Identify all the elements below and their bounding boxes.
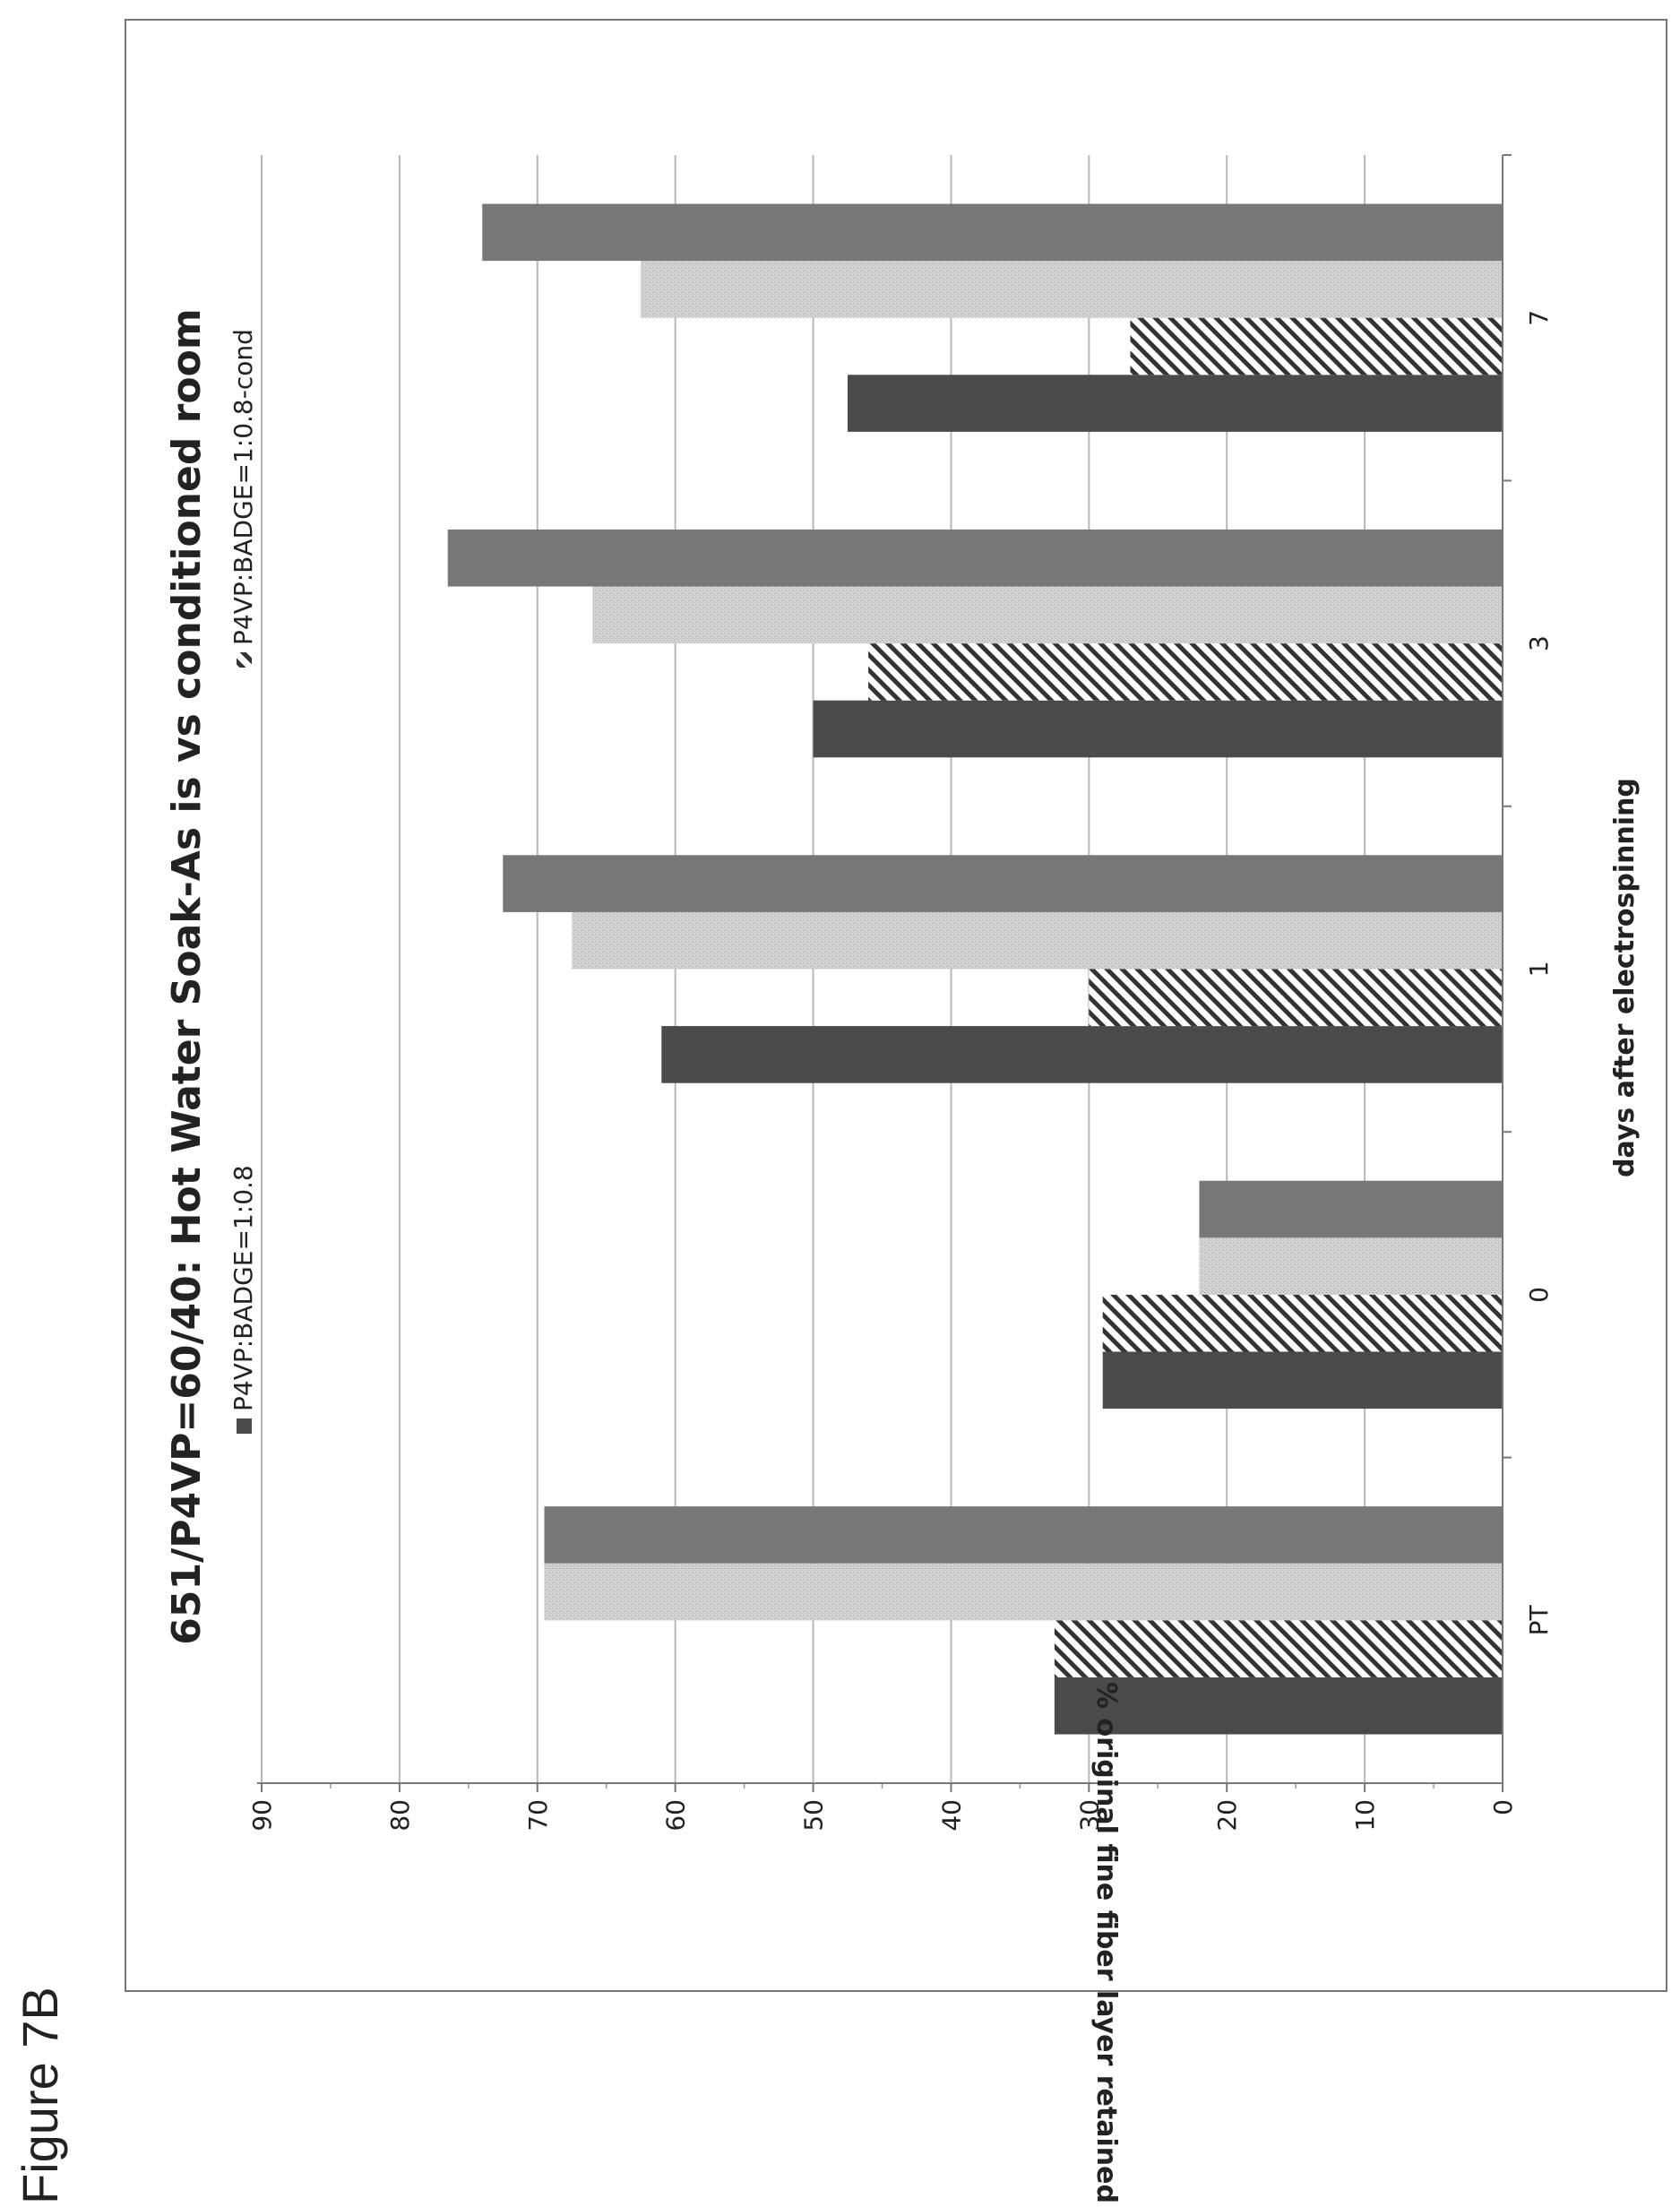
- bar: [592, 586, 1503, 644]
- bar: [447, 529, 1503, 587]
- bars: [447, 203, 1503, 1735]
- legend-swatch-p4vp-badge-cond: [237, 652, 252, 668]
- y-tick-label: 60: [661, 1799, 691, 1832]
- x-tick-label: 3: [1524, 635, 1554, 651]
- bar: [1089, 969, 1503, 1027]
- bar: [1130, 317, 1503, 375]
- x-tick-label: PT: [1524, 1604, 1554, 1635]
- legend-swatch-p4vp-badge: [237, 1418, 252, 1434]
- bar: [544, 1563, 1503, 1621]
- bar: [661, 1026, 1503, 1083]
- x-tick-label: 7: [1524, 310, 1554, 326]
- bar: [868, 643, 1503, 701]
- bar: [572, 911, 1503, 970]
- bar: [1102, 1351, 1503, 1410]
- y-tick-label: 50: [799, 1799, 829, 1832]
- bar: [1054, 1677, 1503, 1735]
- x-tick-label: 1: [1524, 961, 1554, 978]
- bar: [813, 700, 1503, 758]
- bar: [641, 261, 1503, 318]
- bar: [503, 855, 1503, 912]
- bar: [1102, 1294, 1503, 1352]
- y-tick-label: 30: [1074, 1799, 1104, 1832]
- y-tick-label: 40: [936, 1799, 966, 1832]
- rotated-chart: 0 10 20 30 40 50 60 70 80 90 PT 0 1 3 7 651/P4VP=60/40…: [164, 154, 1641, 2203]
- bar: [1199, 1180, 1503, 1238]
- x-axis-title: days after electrospinning: [1609, 778, 1641, 1177]
- y-tick-label: 70: [523, 1799, 553, 1832]
- legend: P4VP:BADGE=1:0.8 P4VP:BADGE=1:0.8-cond: [228, 329, 258, 1434]
- bar: [1199, 1237, 1503, 1295]
- y-tick-label: 80: [385, 1799, 415, 1832]
- bar: [544, 1506, 1503, 1564]
- y-tick-label: 20: [1212, 1799, 1242, 1832]
- chart-title: 651/P4VP=60/40: Hot Water Soak-As is vs …: [164, 308, 210, 1644]
- bar: [482, 203, 1503, 262]
- y-tick-label: 90: [247, 1799, 277, 1832]
- y-tick-label: 0: [1488, 1799, 1518, 1815]
- bar: [1054, 1620, 1503, 1677]
- y-axis-title: % original fine fiber layer retained: [1090, 1682, 1122, 2203]
- y-tick-label: 10: [1350, 1799, 1380, 1832]
- x-tick-label: 0: [1524, 1287, 1554, 1303]
- legend-label-p4vp-badge-cond: P4VP:BADGE=1:0.8-cond: [228, 329, 258, 645]
- legend-label-p4vp-badge: P4VP:BADGE=1:0.8: [228, 1165, 258, 1411]
- axis: 0 10 20 30 40 50 60 70 80 90 PT 0 1 3 7: [247, 154, 1554, 1832]
- bar: [848, 375, 1503, 432]
